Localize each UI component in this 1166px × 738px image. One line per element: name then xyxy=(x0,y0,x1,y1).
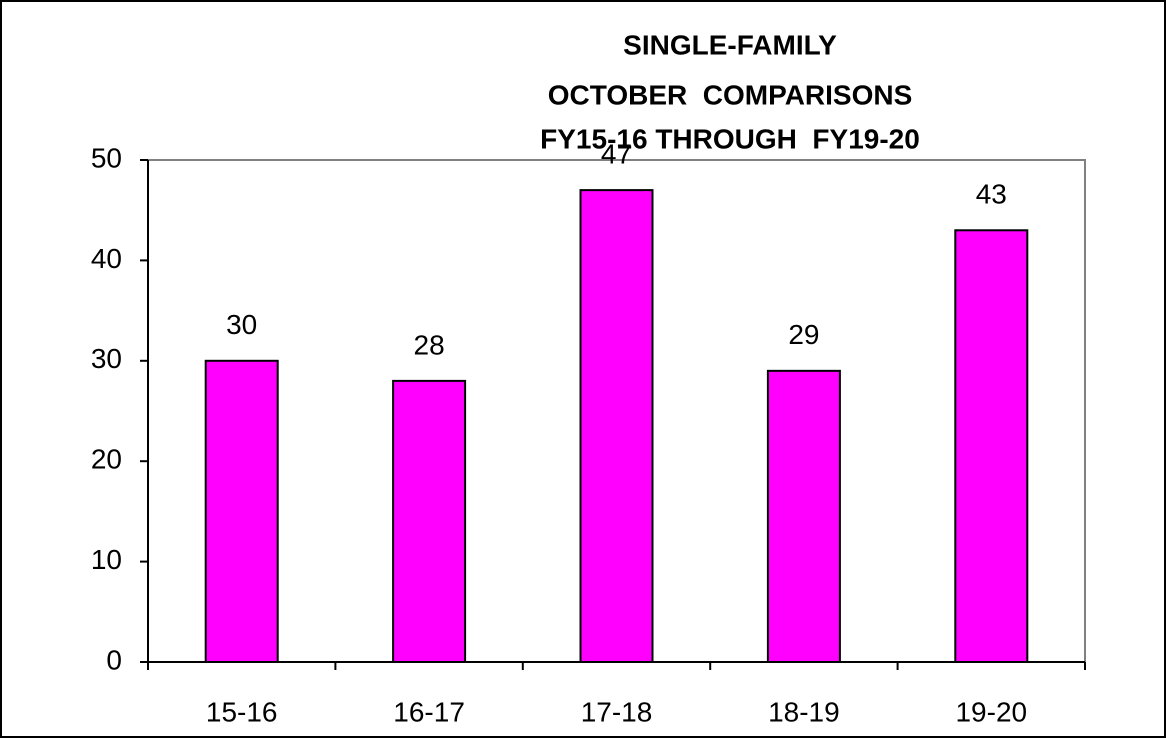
value-label: 47 xyxy=(601,139,632,170)
bar xyxy=(766,369,841,663)
y-tick-label: 0 xyxy=(106,644,122,675)
x-tick-label: 17-18 xyxy=(581,696,653,727)
x-tick-label: 19-20 xyxy=(955,696,1027,727)
value-label: 28 xyxy=(414,329,445,360)
bar xyxy=(204,359,279,663)
value-label: 30 xyxy=(226,309,257,340)
x-tick-label: 15-16 xyxy=(206,696,278,727)
value-label: 43 xyxy=(976,179,1007,210)
chart-title: FY15-16 THROUGH FY19-20 xyxy=(540,123,920,154)
y-tick-label: 20 xyxy=(91,444,122,475)
value-label: 29 xyxy=(788,319,819,350)
x-tick-label: 18-19 xyxy=(768,696,840,727)
y-tick-label: 10 xyxy=(91,544,122,575)
bar xyxy=(954,229,1029,663)
y-tick-label: 50 xyxy=(91,142,122,173)
bar xyxy=(392,379,467,663)
chart-title: SINGLE-FAMILY xyxy=(623,29,837,60)
y-tick-label: 40 xyxy=(91,243,122,274)
y-tick-label: 30 xyxy=(91,343,122,374)
plot-frame xyxy=(148,159,1086,662)
bar xyxy=(579,189,654,663)
x-tick-label: 16-17 xyxy=(393,696,465,727)
chart-title: OCTOBER COMPARISONS xyxy=(548,79,913,110)
